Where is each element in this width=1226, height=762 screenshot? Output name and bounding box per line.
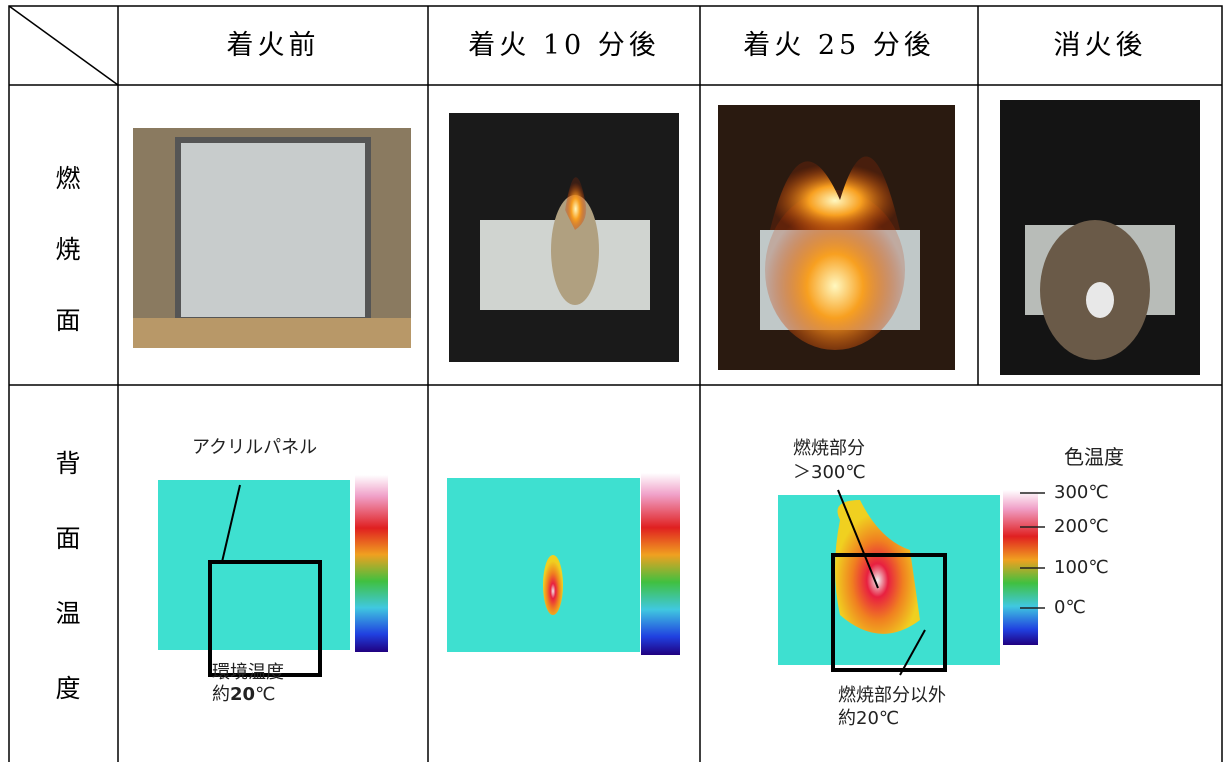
scale-label: 300℃ xyxy=(1054,482,1109,503)
annotation: 色温度 xyxy=(1064,445,1124,469)
annotation: ＞300℃ xyxy=(793,462,866,483)
header-cell: 着火前 xyxy=(226,30,320,61)
annotation: 燃焼部分以外 xyxy=(838,685,946,706)
text: 約 xyxy=(212,684,230,705)
annotation: 環境温度 xyxy=(212,662,284,683)
row-label: 燃焼面 xyxy=(52,165,81,378)
header-cell: 消火後 xyxy=(1053,30,1147,61)
annotation: 約20℃ xyxy=(838,708,900,729)
scale-label: 100℃ xyxy=(1054,557,1109,578)
annotation: 約20℃ xyxy=(212,684,275,706)
thermal-images xyxy=(158,473,1045,677)
text: ℃ xyxy=(255,684,276,705)
photos xyxy=(133,100,1200,375)
header-cell: 着火 10 分後 xyxy=(468,30,660,61)
row-label: 背面温度 xyxy=(52,450,81,750)
header-cell: 着火 25 分後 xyxy=(743,30,935,61)
annotation: 燃焼部分 xyxy=(793,438,865,459)
scale-label: 0℃ xyxy=(1054,597,1086,618)
annotation: アクリルパネル xyxy=(192,437,318,458)
table-grid xyxy=(8,5,1223,762)
scale-label: 200℃ xyxy=(1054,516,1109,537)
text: 20 xyxy=(230,684,256,705)
